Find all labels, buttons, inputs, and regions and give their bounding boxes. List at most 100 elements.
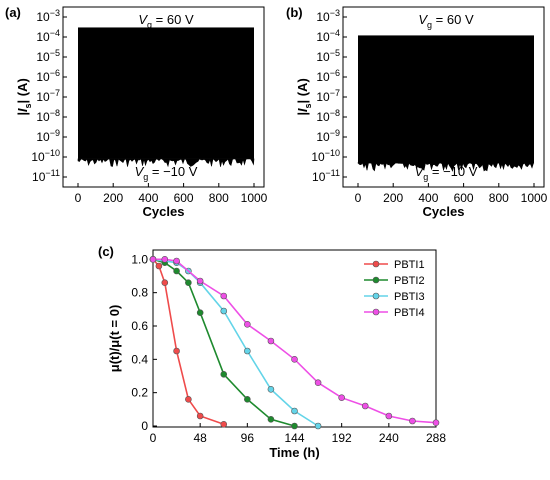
panel-b-annotation-off-symbol: V	[415, 164, 425, 179]
panel-b-y-tick-base: 10	[316, 30, 330, 44]
data-point-pbti1	[185, 396, 192, 403]
panel-b-y-tick-base: 10	[316, 70, 330, 84]
data-point-pbti2	[220, 371, 228, 378]
panel-a-y-tick-base: 10	[36, 110, 50, 124]
panel-b-annotation-on-value: = 60 V	[432, 12, 474, 27]
panel-a-y-tick-label: 10−9	[36, 128, 60, 144]
panel-a-y-axis-label-main: |I	[15, 108, 30, 116]
data-point-pbti1	[155, 262, 163, 270]
panel-b-y-tick-base: 10	[312, 170, 326, 184]
panel-b-annotation-on-symbol: V	[418, 12, 428, 27]
data-point-pbti4	[196, 277, 204, 285]
panel-b-x-tick-label: 400	[418, 191, 438, 205]
panel-c-x-tick-label: 288	[426, 431, 446, 445]
panel-b-y-axis-label-main: |I	[295, 108, 310, 116]
panel-b-y-axis-label-sub: s	[303, 104, 313, 109]
panel-b-letter: (b)	[286, 5, 303, 20]
panel-a-y-tick-exponent: −5	[50, 48, 60, 58]
data-point-pbti3	[314, 422, 322, 430]
panel-b-y-tick-exponent: −5	[330, 48, 340, 58]
data-point-pbti4	[361, 402, 369, 410]
data-point-pbti4	[244, 321, 251, 328]
panel-b-annotation-off-sub: g	[423, 172, 428, 182]
data-point-pbti2	[196, 309, 204, 316]
panel-b-y-tick-base: 10	[316, 90, 330, 104]
panel-a-y-tick-label: 10−10	[31, 148, 60, 164]
data-point-pbti2	[173, 267, 180, 275]
panel-c-y-axis-label: μ(t)/μ(t = 0)	[107, 305, 122, 373]
panel-b-y-tick-base: 10	[316, 10, 330, 24]
panel-a-y-tick-exponent: −6	[50, 68, 60, 78]
panel-c-x-tick-label: 192	[332, 431, 352, 445]
panel-a-y-tick-exponent: −9	[50, 128, 60, 138]
legend-marker-pbti3	[372, 292, 380, 300]
data-point-pbti1	[173, 347, 180, 355]
panel-a-y-tick-label: 10−7	[36, 88, 60, 104]
panel-c-y-tick-label: 0.4	[131, 352, 148, 366]
panel-b-y-tick-label: 10−3	[316, 8, 340, 24]
panel-b-annotation-on-sub: g	[427, 20, 432, 30]
panel-a-y-axis-label-sub: s	[23, 104, 33, 109]
data-point-pbti2	[244, 396, 251, 403]
panel-c-x-axis-label: Time (h)	[269, 445, 319, 460]
panel-a-y-tick-base: 10	[36, 70, 50, 84]
panel-b-y-tick-base: 10	[311, 150, 325, 164]
data-point-pbti3	[291, 407, 298, 415]
panel-b-y-tick-exponent: −11	[325, 168, 340, 178]
panel-a-y-tick-exponent: −4	[50, 28, 60, 38]
data-point-pbti4	[173, 257, 180, 265]
data-point-pbti1	[161, 279, 169, 286]
data-point-pbti2	[291, 422, 298, 430]
series-line-pbti3	[152, 258, 319, 427]
data-point-pbti4	[149, 256, 157, 263]
panel-b-y-tick-exponent: −6	[330, 68, 340, 78]
data-point-pbti1	[196, 412, 204, 420]
panel-b-y-tick-exponent: −8	[330, 108, 340, 118]
panel-a-annotation-off-symbol: V	[135, 164, 145, 179]
panel-c-y-tick-label: 0.2	[131, 386, 148, 400]
panel-b-x-tick-label: 800	[489, 191, 509, 205]
panel-b-y-tick-exponent: −4	[330, 28, 340, 38]
data-point-pbti4	[291, 356, 298, 363]
panel-a-y-tick-exponent: −8	[50, 108, 60, 118]
panel-a-x-axis-label: Cycles	[143, 204, 185, 219]
panel-a-y-tick-base: 10	[31, 150, 45, 164]
panel-a-y-tick-label: 10−5	[36, 48, 60, 64]
data-point-pbti1	[220, 421, 228, 428]
panel-a-y-tick-exponent: −3	[50, 8, 60, 18]
panel-c-y-tick-label: 1.0	[131, 252, 148, 266]
panel-b-off-current-noise	[357, 162, 535, 172]
panel-b-y-tick-exponent: −10	[325, 148, 340, 158]
data-point-pbti4	[314, 379, 322, 386]
panel-a-annotation-on-symbol: V	[138, 12, 148, 27]
data-point-pbti4	[432, 419, 440, 426]
data-point-pbti3	[267, 386, 275, 393]
panel-a-y-axis-label-end: | (A)	[15, 78, 30, 103]
panel-b-y-tick-label: 10−5	[316, 48, 340, 64]
legend-marker-pbti2	[372, 276, 380, 284]
panel-b-y-tick-label: 10−7	[316, 88, 340, 104]
panel-b-annotation-off-value: = −10 V	[428, 164, 477, 179]
panel-a-annotation-off: Vg = −10 V	[135, 164, 198, 182]
series-line-pbti4	[153, 258, 437, 424]
legend-label-pbti1: PBTI1	[394, 259, 425, 271]
panel-a-data-block	[78, 27, 254, 159]
panel-a-annotation-on: Vg = 60 V	[138, 12, 194, 30]
panel-b-x-tick-label: 200	[383, 191, 403, 205]
data-point-pbti4	[409, 417, 416, 425]
panel-a-x-tick-label: 800	[209, 191, 229, 205]
data-point-pbti2	[185, 279, 192, 286]
legend-label-pbti2: PBTI2	[394, 275, 425, 287]
panel-b-y-tick-label: 10−8	[316, 108, 340, 124]
panel-a-y-tick-label: 10−4	[36, 28, 60, 44]
panel-c-x-tick-label: 96	[241, 431, 255, 445]
panel-b-data-block	[358, 35, 534, 164]
panel-b-y-tick-base: 10	[316, 110, 330, 124]
data-point-pbti4	[161, 256, 169, 263]
panel-b-x-axis-label: Cycles	[423, 204, 465, 219]
legend-label-pbti4: PBTI4	[394, 307, 425, 319]
data-point-pbti3	[220, 307, 228, 315]
panel-b-y-tick-label: 10−4	[316, 28, 340, 44]
panel-a-annotation-on-sub: g	[147, 20, 152, 30]
